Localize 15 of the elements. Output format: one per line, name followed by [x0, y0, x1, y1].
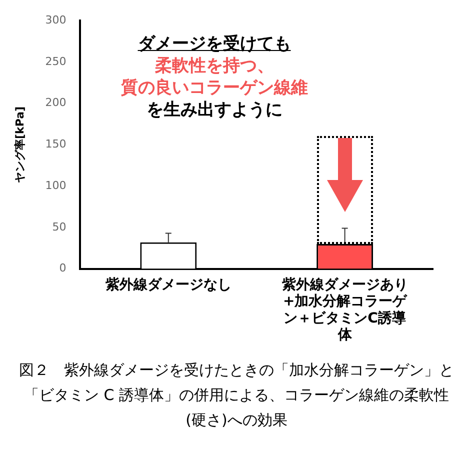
y-axis-title: ヤング率[kPa]	[13, 106, 26, 183]
y-tick-label: 50	[52, 220, 66, 234]
x-tick-label: 紫外線ダメージなし	[104, 276, 232, 293]
y-tick-label: 200	[45, 96, 66, 110]
y-tick-label: 250	[45, 54, 66, 68]
y-tick-label: 100	[45, 178, 66, 192]
y-tick-label: 150	[45, 138, 66, 151]
x-tick-label: 紫外線ダメージあり+加水分解コラーゲン＋ビタミンC誘導体	[280, 276, 408, 344]
annotation: 質の良いコラーゲン線維	[120, 76, 309, 99]
y-tick-label: 0	[59, 262, 66, 275]
caption: 図２ 紫外線ダメージを受けたときの「加水分解コラーゲン」と「ビタミン C 誘導体」の併用による、コラーゲン線維の柔軟性(硬さ)への効果	[18, 360, 455, 431]
annotation: を生み出すように	[145, 98, 284, 121]
y-tick-label: 300	[45, 13, 66, 26]
annotation: ダメージを受けても	[136, 32, 292, 55]
annotation: 柔軟性を持つ、	[154, 54, 275, 77]
